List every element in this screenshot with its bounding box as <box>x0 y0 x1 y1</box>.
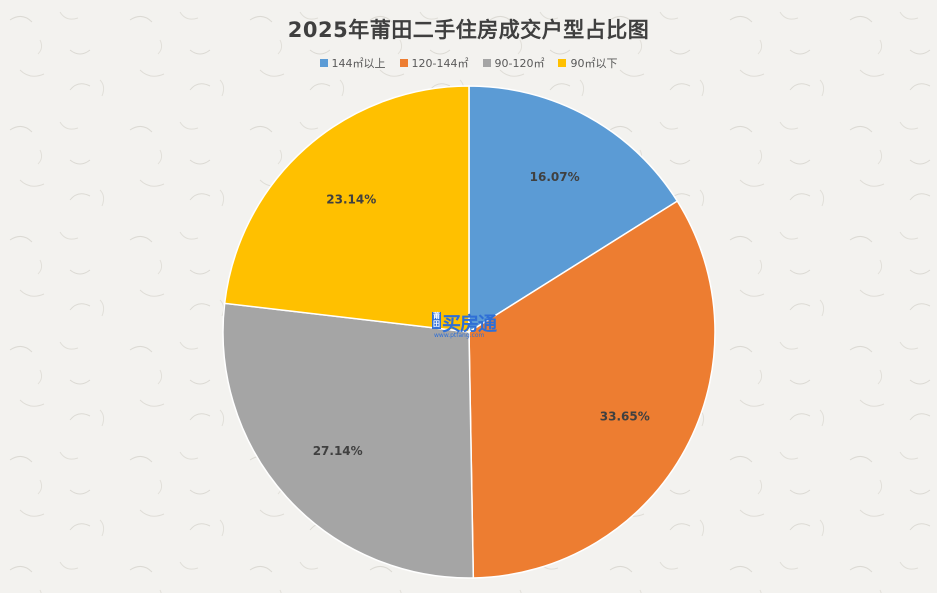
legend-item-120-144: 120-144㎡ <box>399 55 469 71</box>
pie-slice-144-plus <box>468 85 679 334</box>
pie-slice-120-144 <box>468 200 716 579</box>
legend-swatch <box>399 59 408 67</box>
chart-title: 2025年莆田二手住房成交户型占比图 <box>287 18 650 42</box>
data-label: 16.07% <box>530 170 580 184</box>
pie-slice-90-120 <box>222 302 475 579</box>
data-label: 23.14% <box>326 193 376 207</box>
legend-swatch <box>558 59 567 67</box>
legend-label: 90㎡以下 <box>570 57 618 70</box>
data-label: 33.65% <box>600 409 650 423</box>
watermark-main-text: 买房通 <box>442 313 497 335</box>
legend-label: 120-144㎡ <box>411 57 469 70</box>
watermark-side-text: 莆田 <box>432 312 441 329</box>
legend-swatch <box>482 59 491 67</box>
watermark-url: www.ptfang.com <box>434 332 485 339</box>
legend-swatch <box>319 59 328 67</box>
legend-label: 144㎡以上 <box>331 57 386 70</box>
legend-item-90-below: 90㎡以下 <box>558 55 617 71</box>
legend-label: 90-120㎡ <box>494 57 545 70</box>
data-label: 27.14% <box>313 444 363 458</box>
chart-legend: 144㎡以上 120-144㎡ 90-120㎡ 90㎡以下 <box>0 55 937 71</box>
watermark-logo: 莆田 买房通 www.ptfang.com <box>432 309 508 343</box>
legend-item-90-120: 90-120㎡ <box>482 55 545 71</box>
legend-item-144-plus: 144㎡以上 <box>319 55 386 71</box>
pie-slice-90-below <box>223 85 470 333</box>
